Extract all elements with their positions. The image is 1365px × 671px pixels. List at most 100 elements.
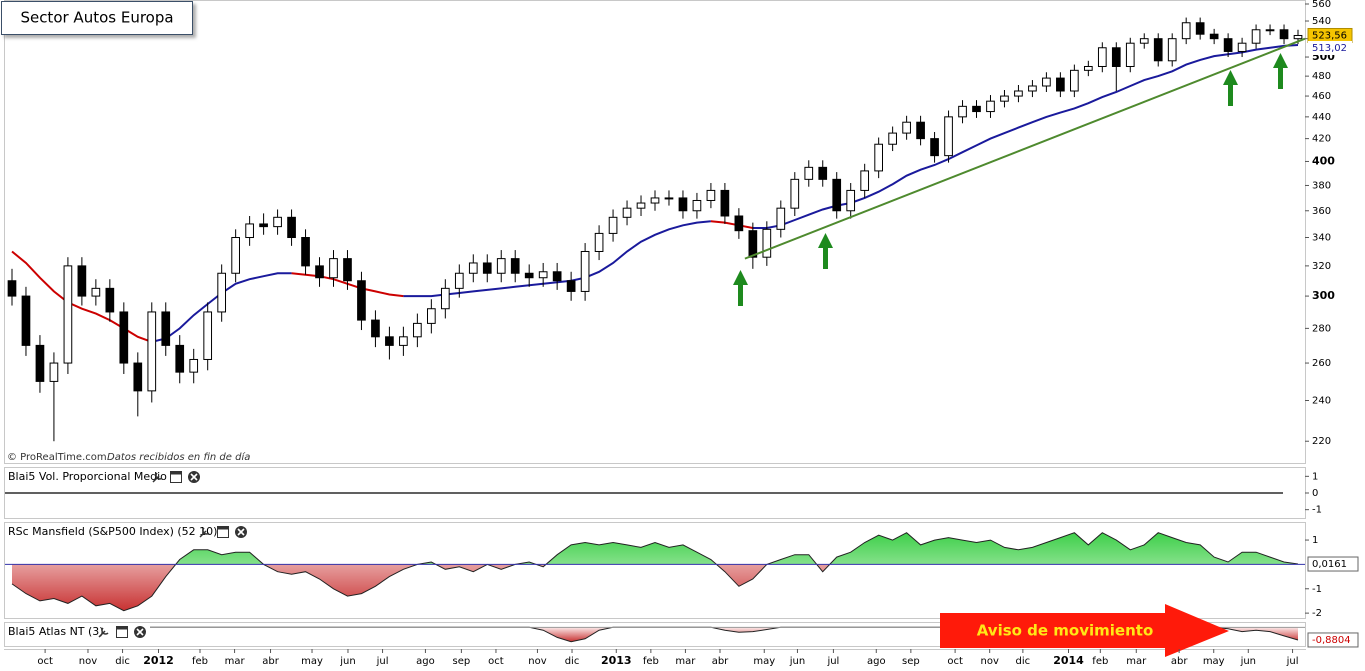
candle-body: [538, 271, 548, 279]
candle-body: [1028, 85, 1037, 92]
candle-body: [468, 262, 478, 274]
candle-body: [161, 311, 171, 346]
candle-body: [776, 207, 786, 230]
candle-body: [944, 116, 953, 157]
source-note: Datos recibidos en fin de día: [107, 451, 250, 463]
candle-body: [1237, 42, 1247, 52]
arrow: [1223, 70, 1238, 106]
x-tick-label: sep: [453, 656, 471, 667]
candle-body: [1181, 22, 1191, 40]
candle-body: [440, 287, 450, 310]
x-tick-label: abr: [262, 656, 279, 667]
candle-body: [329, 258, 338, 279]
x-tick-label: jul: [1286, 656, 1299, 667]
candle-body: [217, 272, 227, 313]
moving-average: [11, 250, 153, 343]
candle-body: [1000, 95, 1009, 102]
candle-body: [734, 215, 744, 232]
last-ma-box: [1308, 41, 1352, 56]
header-icons[interactable]: [199, 526, 247, 538]
area-positive: [12, 532, 1298, 565]
y-tick-label: -1: [1312, 584, 1322, 595]
candle-body: [413, 322, 422, 338]
candle-body: [1251, 29, 1261, 44]
y-tick-label: 440: [1312, 112, 1331, 123]
settings-icon[interactable]: [98, 627, 109, 638]
candle-body: [958, 105, 967, 118]
x-tick-label: jun: [789, 656, 805, 667]
x-tick-label: sep: [902, 656, 920, 667]
candle-body: [245, 223, 254, 239]
window-icon-bar: [116, 626, 128, 630]
candle-body: [1014, 90, 1023, 97]
moving-average: [752, 44, 1299, 229]
y-tick-label: 480: [1312, 71, 1331, 82]
candle-body: [1125, 42, 1135, 67]
y-tick-label: 300: [1312, 289, 1335, 302]
header-bg: [5, 624, 150, 640]
header-icons[interactable]: [152, 471, 200, 483]
y-tick-label: 260: [1312, 358, 1331, 369]
x-tick-label: may: [301, 656, 323, 667]
candle-body: [1111, 47, 1121, 67]
candle-body: [566, 280, 576, 292]
signal-arrows: [733, 53, 1288, 306]
y-tick-label: -1: [1312, 505, 1322, 516]
candle-body: [860, 170, 870, 191]
panel-frames: [4, 0, 1306, 650]
x-tick-label: may: [753, 656, 775, 667]
window-icon-bar: [170, 471, 182, 475]
y-tick-label: 320: [1312, 261, 1331, 272]
x-tick-label: jun: [1240, 656, 1256, 667]
candle-body: [930, 138, 939, 157]
x-tick-label: jul: [376, 656, 389, 667]
y-tick-label: 460: [1312, 91, 1331, 102]
candle-body: [399, 336, 408, 346]
y-tick-label: 340: [1312, 233, 1331, 244]
candle-body: [552, 271, 562, 282]
y-tick-label: 380: [1312, 180, 1331, 191]
y-tick-label: 420: [1312, 134, 1331, 145]
candle-body: [972, 105, 981, 113]
candle-body: [818, 166, 828, 180]
header-bg: [5, 524, 250, 540]
candle-body: [902, 121, 911, 134]
candle-body: [1195, 22, 1205, 35]
y-tick-label: 360: [1312, 206, 1331, 217]
last-ma-label: 513,02: [1312, 43, 1347, 54]
candle-body: [454, 272, 464, 289]
y-tick-label: 540: [1312, 16, 1331, 27]
x-tick-label: mar: [1126, 656, 1147, 667]
settings-icon[interactable]: [152, 472, 163, 483]
candle-body: [357, 280, 366, 321]
panel-title: Blai5 Atlas NT (3): [8, 625, 104, 638]
candle-body: [175, 344, 185, 373]
atlas-panel: [4, 622, 1306, 647]
y-tick-label: 240: [1312, 396, 1331, 407]
candle-body: [496, 258, 506, 274]
x-tick-label: feb: [643, 656, 659, 667]
x-tick-label: mar: [225, 656, 246, 667]
y-tick-label: 0: [1312, 488, 1318, 499]
candle-body: [189, 358, 199, 373]
x-tick-label: 2012: [143, 654, 174, 667]
window-icon-bar: [217, 526, 229, 530]
settings-icon[interactable]: [199, 527, 210, 538]
candle-body: [636, 202, 646, 209]
x-tick-label: jun: [339, 656, 355, 667]
x-tick-label: dic: [565, 656, 580, 667]
marks: [5, 17, 1306, 643]
panel-title: RSc Mansfield (S&P500 Index) (52 10): [8, 525, 217, 538]
candle-body: [874, 143, 884, 172]
candle-body: [622, 207, 632, 218]
header-icons[interactable]: [98, 626, 146, 638]
y-tick-label: 560: [1312, 0, 1331, 10]
x-tick-label: jul: [826, 656, 839, 667]
candle-body: [748, 230, 758, 258]
candle-body: [371, 319, 380, 338]
candle-body: [427, 308, 436, 324]
candle-body: [343, 258, 352, 282]
candle-body: [832, 178, 842, 212]
candle-body: [301, 237, 310, 267]
